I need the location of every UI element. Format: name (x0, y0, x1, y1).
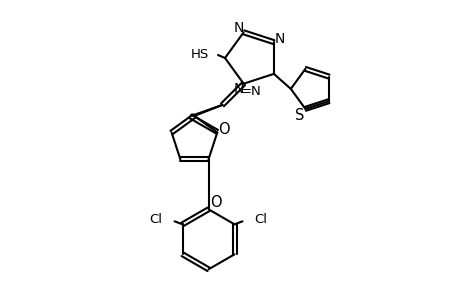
Text: HS: HS (190, 47, 208, 61)
Text: Cl: Cl (254, 213, 267, 226)
Text: N: N (233, 82, 243, 96)
Text: O: O (209, 195, 221, 210)
Text: Cl: Cl (149, 213, 162, 226)
Text: O: O (218, 122, 230, 137)
Text: N: N (233, 21, 243, 35)
Text: N: N (274, 32, 285, 46)
Text: =N: =N (241, 85, 261, 98)
Text: S: S (294, 108, 303, 123)
